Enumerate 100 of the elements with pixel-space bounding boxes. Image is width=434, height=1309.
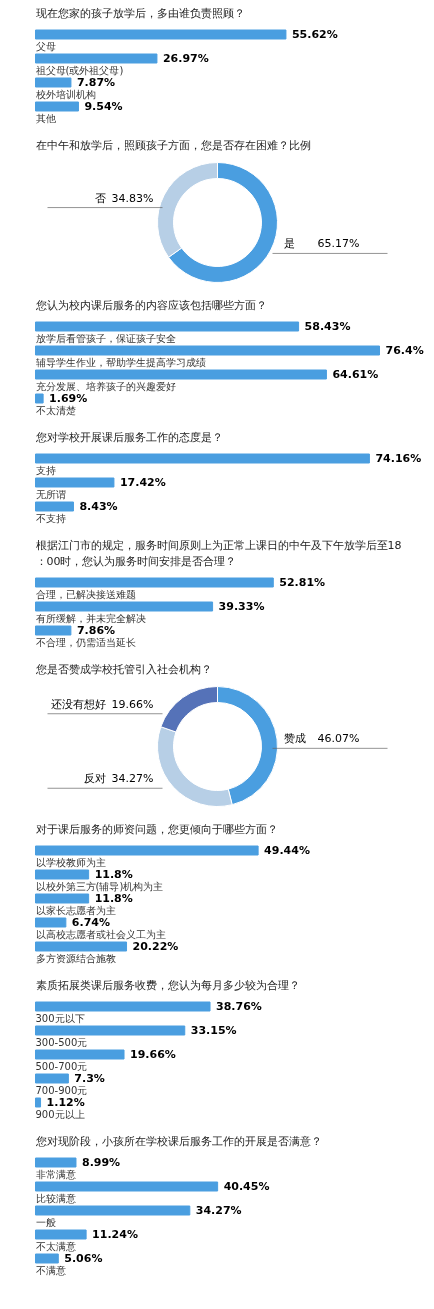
y-tick-label: 校外培训机构 bbox=[34, 88, 96, 100]
data-label: 64.61% bbox=[332, 368, 379, 381]
bar bbox=[35, 941, 128, 952]
bar bbox=[35, 1001, 211, 1012]
chart-title: 对于课后服务的师资问题，您更倾向于哪些方面？ bbox=[35, 822, 278, 836]
bar bbox=[35, 393, 44, 404]
chart-title: 您认为校内课后服务的内容应该包括哪些方面？ bbox=[34, 298, 267, 312]
slice-label: 反对 bbox=[83, 772, 106, 786]
y-tick-label: 其他 bbox=[35, 112, 56, 124]
data-label: 55.62% bbox=[291, 28, 338, 41]
bar bbox=[35, 77, 72, 88]
bar bbox=[35, 893, 90, 904]
chart-title: 您是否赞成学校托管引入社会机构？ bbox=[34, 662, 212, 676]
slice-label: 是 bbox=[283, 237, 295, 251]
y-tick-label: 合理，已解决接送难题 bbox=[35, 588, 136, 600]
data-label: 58.43% bbox=[304, 320, 351, 333]
y-tick-label: 非常满意 bbox=[35, 1168, 76, 1180]
data-label: 1.12% bbox=[46, 1096, 85, 1109]
y-tick-label: 以高校志愿者或社会义工为主 bbox=[35, 928, 166, 940]
data-label: 11.24% bbox=[92, 1228, 138, 1241]
slice-label: 还没有想好 bbox=[50, 697, 106, 711]
y-tick-label: 以校外第三方(辅导)机构为主 bbox=[35, 880, 164, 892]
data-label: 17.42% bbox=[119, 476, 166, 489]
bar bbox=[35, 1025, 186, 1036]
data-label: 46.07% bbox=[317, 732, 360, 746]
bar bbox=[35, 101, 79, 112]
bar bbox=[35, 1253, 59, 1264]
y-tick-label: 以学校教师为主 bbox=[35, 856, 106, 868]
y-tick-label: 以家长志愿者为主 bbox=[35, 904, 116, 916]
y-tick-label: 充分发展、培养孩子的兴趣爱好 bbox=[35, 380, 176, 392]
data-label: 74.16% bbox=[375, 452, 422, 465]
bar bbox=[35, 1049, 125, 1060]
data-label: 19.66% bbox=[111, 697, 154, 711]
bar bbox=[35, 1097, 42, 1108]
bar bbox=[35, 53, 158, 64]
y-tick-label: 900元以上 bbox=[35, 1108, 85, 1120]
data-label: 9.54% bbox=[84, 100, 123, 113]
data-label: 52.81% bbox=[279, 576, 326, 589]
bar bbox=[35, 869, 90, 880]
data-label: 1.69% bbox=[49, 392, 88, 405]
y-tick-label: 300-500元 bbox=[35, 1036, 88, 1048]
y-tick-label: 500-700元 bbox=[35, 1060, 88, 1072]
chart-title: 您对现阶段，小孩所在学校课后服务工作的开展是否满意？ bbox=[34, 1134, 322, 1148]
y-tick-label: 不太清楚 bbox=[35, 404, 76, 416]
data-label: 7.87% bbox=[76, 76, 116, 89]
y-tick-label: 不支持 bbox=[35, 512, 66, 524]
data-label: 19.66% bbox=[130, 1048, 176, 1061]
data-label: 11.8% bbox=[94, 868, 133, 881]
bar bbox=[35, 369, 327, 380]
bar bbox=[35, 845, 259, 856]
y-tick-label: 父母 bbox=[35, 40, 56, 52]
data-label: 8.99% bbox=[81, 1156, 121, 1169]
chart-title: 现在您家的孩子放学后，多由谁负责照顾？ bbox=[35, 6, 245, 20]
bar bbox=[35, 29, 287, 40]
y-tick-label: 不合理，仍需适当延长 bbox=[35, 636, 136, 648]
y-tick-label: 祖父母(或外祖父母) bbox=[35, 64, 124, 76]
bar bbox=[35, 345, 380, 356]
bar bbox=[35, 1229, 87, 1240]
data-label: 11.8% bbox=[94, 892, 133, 905]
data-label: 40.45% bbox=[223, 1180, 270, 1193]
bar bbox=[35, 1157, 77, 1168]
chart-title: 您对学校开展课后服务工作的态度是？ bbox=[34, 430, 223, 444]
data-label: 20.22% bbox=[132, 940, 179, 953]
data-label: 7.86% bbox=[76, 624, 116, 637]
data-label: 34.27% bbox=[195, 1204, 242, 1217]
y-tick-label: 300元以下 bbox=[35, 1012, 85, 1024]
data-label: 26.97% bbox=[162, 52, 209, 65]
data-label: 6.74% bbox=[71, 916, 111, 929]
chart-title: 素质拓展类课后服务收费，您认为每月多少较为合理？ bbox=[35, 978, 300, 992]
y-tick-label: 辅导学生作业，帮助学生提高学习成绩 bbox=[35, 356, 206, 368]
chart-title: 在中午和放学后，照顾孩子方面，您是否存在困难？比例 bbox=[35, 138, 311, 152]
data-label: 8.43% bbox=[79, 500, 118, 513]
y-tick-label: 700-900元 bbox=[35, 1084, 88, 1096]
data-label: 65.17% bbox=[317, 237, 360, 251]
data-label: 39.33% bbox=[218, 600, 265, 613]
slice-label: 赞成 bbox=[283, 732, 306, 746]
bar bbox=[35, 1181, 219, 1192]
data-label: 34.83% bbox=[111, 191, 154, 205]
y-tick-label: 无所谓 bbox=[35, 488, 66, 500]
bar bbox=[35, 1073, 69, 1084]
data-label: 76.4% bbox=[385, 344, 424, 357]
bar bbox=[35, 917, 67, 928]
data-label: 34.27% bbox=[111, 772, 154, 786]
y-tick-label: 比较满意 bbox=[35, 1192, 76, 1204]
data-label: 5.06% bbox=[64, 1252, 103, 1265]
y-tick-label: 不满意 bbox=[35, 1264, 66, 1276]
data-label: 33.15% bbox=[190, 1024, 237, 1037]
y-tick-label: 多方资源结合施教 bbox=[35, 952, 116, 964]
data-label: 38.76% bbox=[216, 1000, 262, 1013]
data-label: 7.3% bbox=[74, 1072, 105, 1085]
chart-title: 根据江门市的规定，服务时间原则上为正常上课日的中午及下午放学后至18：00时，您认为服务时间安排是否合理？ bbox=[35, 538, 402, 568]
slice-label: 否 bbox=[94, 191, 106, 205]
bar bbox=[35, 1205, 191, 1216]
y-tick-label: 支持 bbox=[35, 464, 56, 476]
y-tick-label: 一般 bbox=[35, 1216, 56, 1228]
y-tick-label: 放学后看管孩子，保证孩子安全 bbox=[35, 332, 176, 344]
data-label: 49.44% bbox=[264, 844, 310, 857]
y-tick-label: 有所缓解，并未完全解决 bbox=[35, 612, 146, 624]
y-tick-label: 不太满意 bbox=[35, 1240, 76, 1252]
bar bbox=[35, 321, 300, 332]
